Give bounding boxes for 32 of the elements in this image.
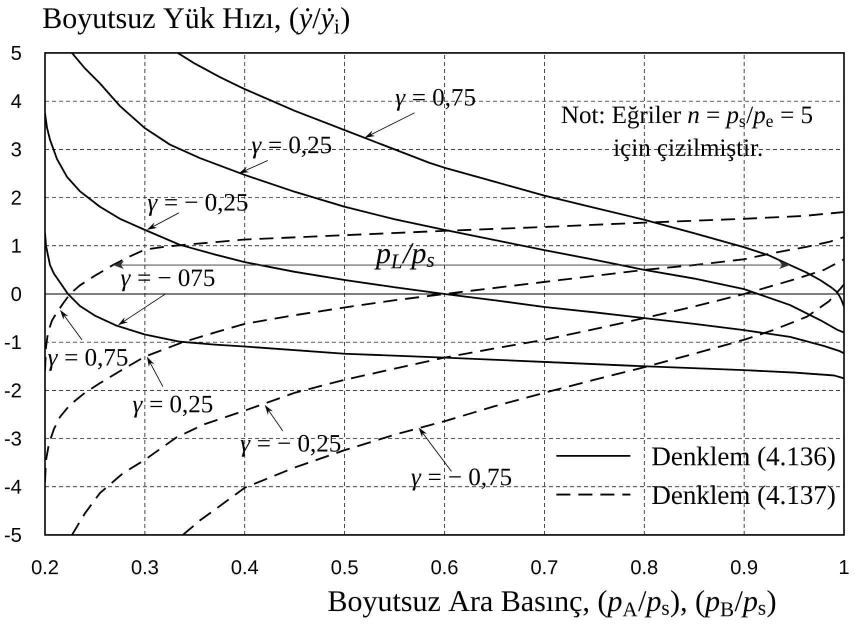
x-tick-label: 0.8	[631, 560, 658, 574]
annotation: γ = 0,25	[252, 136, 332, 158]
annotation: γ = 0,25	[132, 396, 212, 418]
annotation: γ = 0,75	[48, 348, 128, 371]
y-tick-label: 3	[11, 142, 21, 156]
annotation: γ = − 075	[120, 269, 214, 292]
y-tick-label: -5	[4, 528, 21, 542]
x-tick-label: 0.6	[431, 560, 458, 574]
text: Boyutsuz Ara Basınç, (p$_{A}$/p$_{s}$), (p$_{B}$/p$_{s}$)	[328, 590, 776, 618]
text: Not: Eğriler n = p$_{s}$/p$_{e}$ = 5	[562, 106, 812, 128]
y-tick-label: -2	[4, 383, 21, 398]
x-tick-label: 1	[840, 560, 849, 574]
y-tick-label: 1	[12, 238, 21, 253]
y-tick-label: 5	[11, 46, 21, 60]
y-tick-label: -3	[4, 432, 21, 446]
x-tick-label: 0.9	[731, 560, 758, 574]
annotation: γ = − 0,25	[148, 194, 248, 216]
y-tick-label: -1	[4, 335, 21, 350]
x-tick-label: 0.2	[32, 560, 58, 574]
annotation: γ = − 0,25	[240, 434, 340, 457]
y-tick-label: 2	[12, 190, 21, 205]
y-tick-label: 4	[11, 94, 22, 108]
y-tick-label: 0	[11, 286, 22, 302]
y-axis-title: Boyutsuz Yük Hızı, (ẏ/ẏ$_{i}$)	[43, 7, 349, 34]
x-tick-label: 0.5	[332, 560, 358, 574]
y-tick-label: -4	[4, 480, 22, 494]
x-tick-label: 0.4	[232, 560, 258, 574]
legend-label: Denklem (4.136)	[652, 446, 835, 471]
x-tick-label: 0.3	[132, 560, 158, 574]
legend-label: Denklem (4.137)	[652, 485, 835, 510]
annotation: γ = − 0,75	[411, 468, 512, 490]
x-tick-label: 0.7	[531, 560, 558, 574]
